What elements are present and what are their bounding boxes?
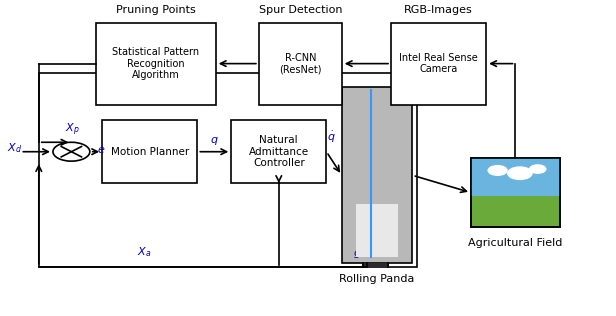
Text: $X_a$: $X_a$ [137,245,152,259]
Bar [356,204,399,257]
Circle shape [53,142,90,161]
Text: $\dot{q}$: $\dot{q}$ [326,130,335,145]
Text: Motion Planner: Motion Planner [111,147,189,157]
Text: Natural
Admittance
Controller: Natural Admittance Controller [249,135,309,168]
Bar [342,87,413,264]
Text: q: q [211,136,218,145]
Text: Statistical Pattern
Recognition
Algorithm: Statistical Pattern Recognition Algorith… [112,47,200,80]
Circle shape [508,167,532,179]
Text: Agricultural Field: Agricultural Field [468,238,562,248]
Circle shape [530,165,546,173]
Bar [471,158,560,196]
Text: $X_d$: $X_d$ [7,142,22,155]
Text: Intel Real Sense
Camera: Intel Real Sense Camera [399,53,478,74]
Text: $g_f$: $g_f$ [353,248,366,260]
Text: $f_g$: $f_g$ [387,244,398,260]
Text: Rolling Panda: Rolling Panda [339,274,415,284]
Text: e: e [97,145,104,155]
Bar [391,23,486,105]
Bar [102,120,197,183]
Bar [39,73,417,266]
Bar [96,23,216,105]
Text: Pruning Points: Pruning Points [116,5,196,15]
Bar [471,158,560,227]
Text: $X_p$: $X_p$ [65,121,80,137]
Bar [471,158,560,227]
Text: RGB-Images: RGB-Images [404,5,473,15]
Text: Spur Detection: Spur Detection [259,5,342,15]
Bar [231,120,326,183]
Bar [259,23,342,105]
Text: R-CNN
(ResNet): R-CNN (ResNet) [279,53,322,74]
Circle shape [488,166,507,175]
